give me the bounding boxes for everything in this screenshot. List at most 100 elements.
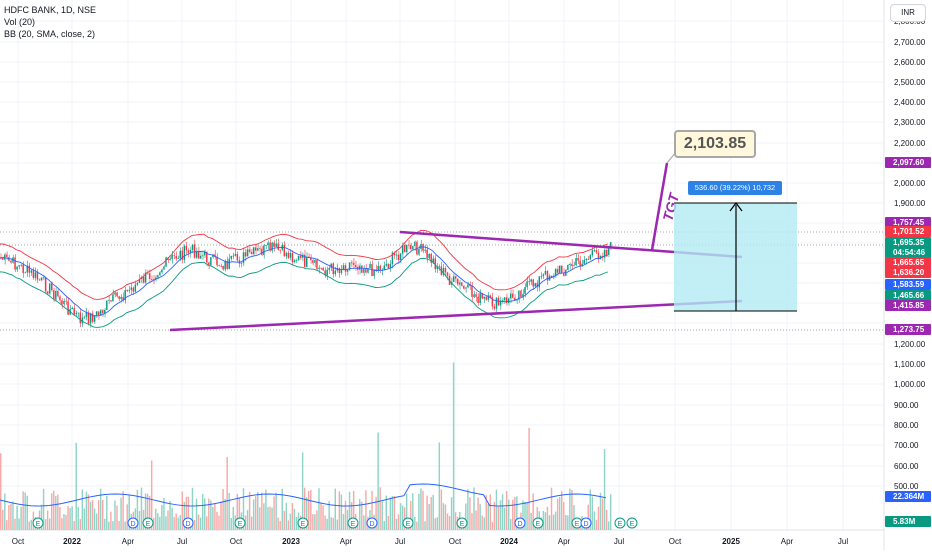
volume-bar xyxy=(18,518,20,530)
candle-body xyxy=(271,242,273,251)
volume-ma-line xyxy=(0,483,606,507)
candle-body xyxy=(157,275,159,278)
volume-bar xyxy=(48,518,51,530)
candle-body xyxy=(195,251,198,258)
volume-bar xyxy=(224,498,226,530)
volume-bar xyxy=(91,499,94,530)
volume-bar xyxy=(434,518,436,530)
event-marker-label: E xyxy=(460,521,465,528)
volume-indicator-label[interactable]: Vol (20) xyxy=(4,17,36,27)
volume-bar xyxy=(114,500,116,530)
candle-body xyxy=(530,279,532,282)
candle-body xyxy=(387,263,390,269)
volume-bar xyxy=(448,516,451,530)
event-marker-label: E xyxy=(301,521,306,528)
volume-bar xyxy=(144,493,147,530)
currency-button[interactable]: INR xyxy=(890,4,926,22)
candle-body xyxy=(55,290,57,300)
volume-bar xyxy=(526,502,528,530)
candle-body xyxy=(609,242,612,249)
volume-bar xyxy=(483,517,485,530)
volume-bar xyxy=(4,493,6,530)
candle-body xyxy=(83,316,86,318)
candle-body xyxy=(273,242,275,247)
volume-bar xyxy=(569,488,571,530)
target-price-callout[interactable]: 2,103.85 xyxy=(674,130,756,158)
candle-body xyxy=(40,277,43,281)
price-tag: 1,636.20 xyxy=(885,267,931,278)
volume-bar xyxy=(371,490,373,530)
candle-body xyxy=(507,298,510,304)
earnings-marker xyxy=(32,517,44,529)
candle-body xyxy=(563,273,565,276)
volume-bar xyxy=(505,490,508,530)
volume-bar xyxy=(387,516,390,530)
volume-bar xyxy=(342,514,345,530)
price-tag: 1,415.85 xyxy=(885,300,931,311)
volume-bar xyxy=(181,491,183,530)
volume-bar xyxy=(244,515,247,530)
price-tag-label: 1,583.59 xyxy=(893,280,925,289)
time-tick-label: 2025 xyxy=(722,537,740,546)
event-marker-label: D xyxy=(185,521,190,528)
candle-body xyxy=(544,270,547,275)
candle-body xyxy=(118,296,120,299)
candle-body xyxy=(524,287,526,294)
volume-bar xyxy=(481,515,483,530)
volume-bar xyxy=(44,519,47,530)
price-tag: 1,695.35 xyxy=(885,237,931,248)
volume-bar xyxy=(328,500,330,530)
volume-bar xyxy=(0,453,2,530)
volume-bar xyxy=(438,442,441,530)
volume-bar xyxy=(177,517,179,530)
volume-bar xyxy=(479,504,481,530)
volume-bar xyxy=(389,497,392,530)
candle-body xyxy=(122,297,124,301)
volume-bar xyxy=(289,513,292,530)
candle-body xyxy=(342,265,345,270)
measure-tool-label[interactable]: 536.60 (39.22%) 10,732 xyxy=(688,181,782,195)
volume-bar xyxy=(51,493,53,530)
volume-bar xyxy=(106,495,108,530)
volume-bar xyxy=(503,507,506,530)
candle-body xyxy=(244,252,247,257)
volume-bar xyxy=(185,496,188,530)
price-tag: 1,665.65 xyxy=(885,257,931,268)
volume-bar xyxy=(312,514,314,530)
volume-bar xyxy=(238,497,241,530)
volume-bar xyxy=(499,500,502,530)
volume-bar xyxy=(14,518,16,530)
volume-bar xyxy=(208,498,210,530)
candle-body xyxy=(28,265,30,273)
candle-body xyxy=(434,258,436,269)
candle-body xyxy=(32,270,35,278)
candle-body xyxy=(159,272,161,276)
volume-bar xyxy=(295,517,298,530)
candle-body xyxy=(181,250,183,260)
bollinger-indicator-label[interactable]: BB (20, SMA, close, 2) xyxy=(4,29,96,39)
candle-body xyxy=(53,290,55,300)
volume-bar xyxy=(40,504,43,530)
volume-bar xyxy=(99,488,102,530)
candle-body xyxy=(136,282,139,285)
candle-body xyxy=(134,284,137,292)
candle-body xyxy=(279,249,281,251)
volume-bar xyxy=(71,506,73,530)
candle-body xyxy=(104,309,106,314)
volume-bar xyxy=(550,487,553,530)
time-tick-label: Jul xyxy=(614,537,624,546)
volume-bar xyxy=(267,507,269,530)
volume-bar xyxy=(24,492,26,530)
event-marker-label: E xyxy=(536,521,541,528)
chart-legend: HDFC BANK, 1D, NSE Vol (20) BB (20, SMA,… xyxy=(4,4,96,40)
volume-bar xyxy=(216,511,218,530)
candle-body xyxy=(573,265,575,267)
candle-body xyxy=(144,272,147,283)
candle-body xyxy=(365,268,367,273)
candle-body xyxy=(446,272,449,276)
candle-body xyxy=(67,301,69,315)
symbol-title[interactable]: HDFC BANK, 1D, NSE xyxy=(4,5,97,15)
volume-bar xyxy=(153,517,155,530)
